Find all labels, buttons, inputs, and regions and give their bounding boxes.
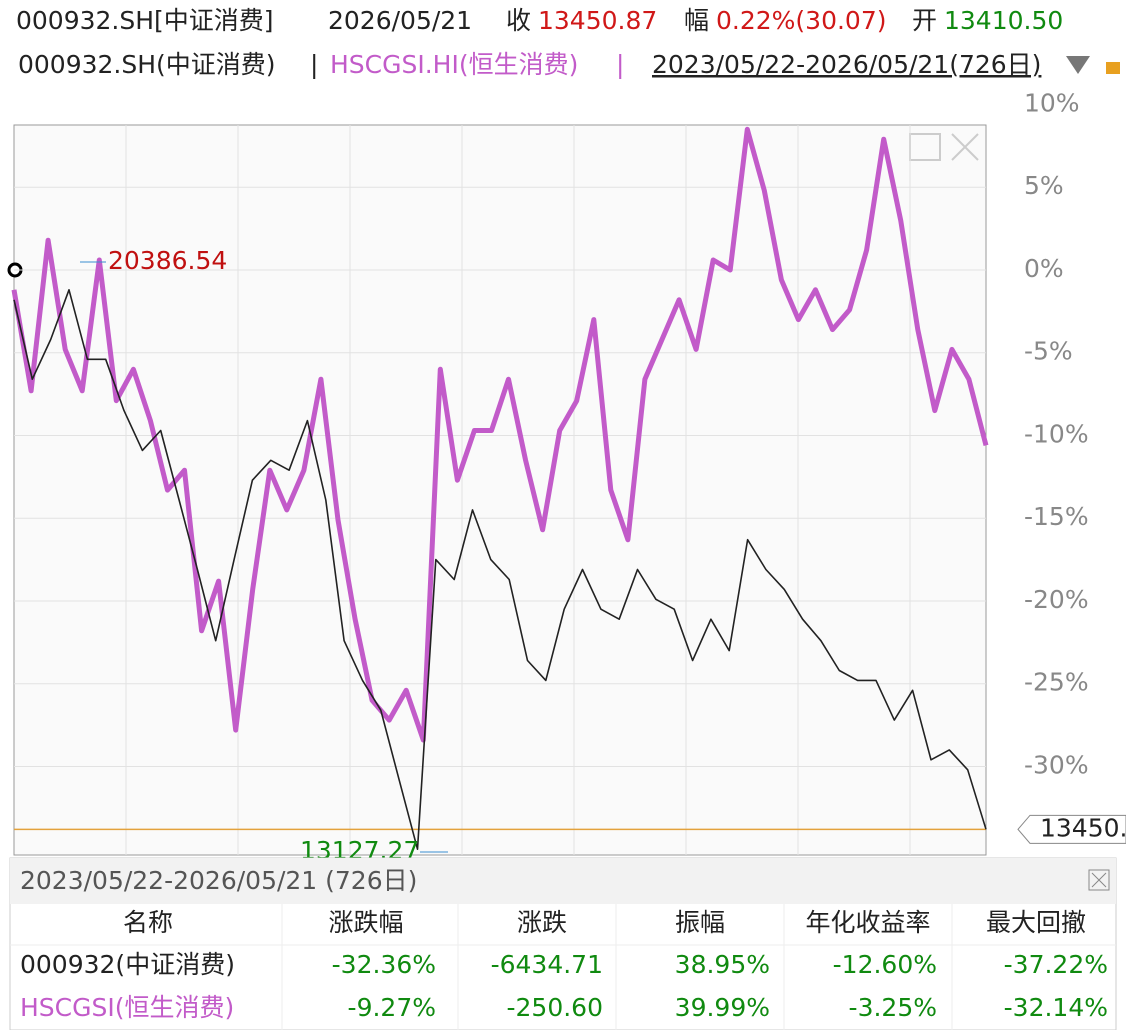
change-label: 幅 <box>684 6 709 35</box>
high-label: 20386.54 <box>108 246 227 275</box>
close-label: 收 <box>506 6 531 35</box>
separator: | <box>310 50 318 79</box>
series-line <box>11 126 989 743</box>
y-tick-label: -5% <box>1024 337 1073 366</box>
y-tick-label: -25% <box>1024 668 1089 697</box>
cell: -12.60% <box>833 950 937 979</box>
code: 000932.SH[中证消费] <box>16 6 274 35</box>
close-button[interactable] <box>951 133 979 161</box>
series-b[interactable]: HSCGSI.HI(恒生消费) <box>330 50 578 79</box>
y-tick-label: 5% <box>1024 171 1064 200</box>
change: 0.22%(30.07) <box>716 6 887 35</box>
table-header: 振幅 <box>675 908 725 937</box>
open: 13410.50 <box>944 6 1063 35</box>
cell: -6434.71 <box>491 950 603 979</box>
row-name: 000932(中证消费) <box>20 950 235 979</box>
y-tick-label: -10% <box>1024 419 1089 448</box>
row-name: HSCGSI(恒生消费) <box>20 993 234 1022</box>
close: 13450.87 <box>538 6 657 35</box>
plot-area <box>13 124 987 856</box>
y-tick-label: 0% <box>1024 254 1064 283</box>
table-close-x[interactable] <box>1091 872 1107 888</box>
series-line <box>13 289 987 850</box>
dropdown-arrow[interactable] <box>1066 56 1090 74</box>
date: 2026/05/21 <box>328 6 472 35</box>
price-tag-label: 13450.87 <box>1040 813 1126 842</box>
cell: -9.27% <box>348 993 436 1022</box>
price-tag <box>1017 814 1126 844</box>
cell: -37.22% <box>1004 950 1108 979</box>
table-header: 名称 <box>123 908 173 937</box>
cell: -32.36% <box>332 950 436 979</box>
cell: 38.95% <box>675 950 770 979</box>
table-body: 名称 涨跌幅 涨跌 振幅 年化收益率 最大回撤 000932(中证消费) -32.36% -64… <box>10 904 1116 1030</box>
series-a[interactable]: 000932.SH(中证消费) <box>18 50 276 79</box>
cell: 39.99% <box>675 993 770 1022</box>
lock-icon[interactable] <box>1106 62 1120 74</box>
table-header: 年化收益率 <box>805 908 930 937</box>
separator: | <box>616 50 624 79</box>
y-tick-label: -15% <box>1024 502 1089 531</box>
plot: 10% 5% 0% -5% -10% -15% -20% -25% -30% 13450.87 20… <box>11 88 1126 865</box>
table-header: 涨跌幅 <box>328 908 403 937</box>
cell: -3.25% <box>849 993 937 1022</box>
y-tick-label: -20% <box>1024 585 1089 614</box>
cell: -250.60 <box>507 993 604 1022</box>
table-title: 2023/05/22-2026/05/21 (726日) <box>20 866 417 895</box>
date-range[interactable]: 2023/05/22-2026/05/21(726日) <box>652 50 1041 79</box>
table-header: 涨跌 <box>517 908 567 937</box>
table-close[interactable] <box>1088 869 1110 891</box>
y-tick-label: -30% <box>1024 750 1089 779</box>
open-label: 开 <box>912 6 937 35</box>
cell: -32.14% <box>1004 993 1108 1022</box>
table-header: 最大回撤 <box>986 908 1086 937</box>
table-title-bar <box>10 858 1116 904</box>
y-tick-label: 10% <box>1024 88 1080 117</box>
